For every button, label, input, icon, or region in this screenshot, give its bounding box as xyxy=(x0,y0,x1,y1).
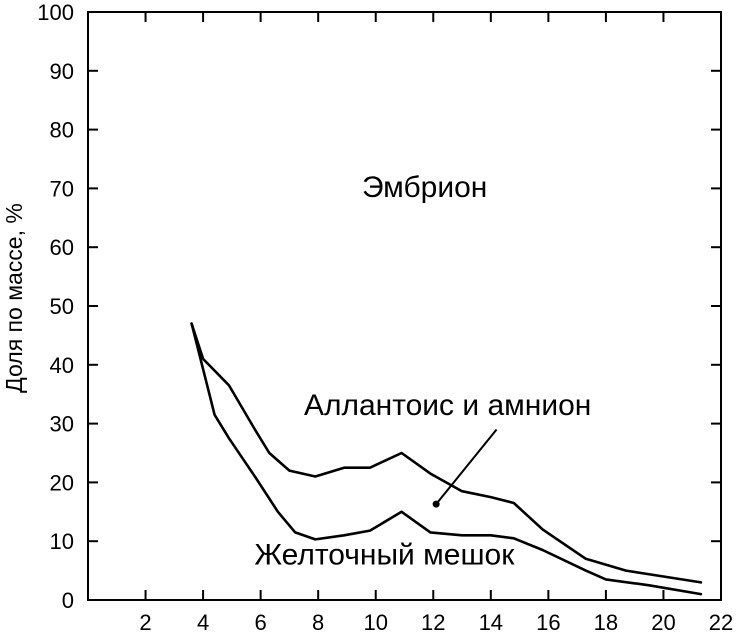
x-tick-label: 22 xyxy=(709,610,733,634)
region-label: Желточный мешок xyxy=(254,539,515,572)
plot-frame xyxy=(87,11,722,601)
x-tick-label: 4 xyxy=(197,610,209,634)
y-tick-label: 80 xyxy=(50,118,74,143)
y-axis-title: Доля по массе, % xyxy=(1,203,27,393)
region-label: Аллантоис и амнион xyxy=(304,389,591,422)
region-labels: Эмбрион Аллантоис и амнион Желточный мешок xyxy=(254,171,591,571)
y-tick-label: 10 xyxy=(50,529,74,554)
y-tick-label: 30 xyxy=(50,412,74,437)
y-tick-label: 50 xyxy=(50,294,74,319)
x-tick-label: 16 xyxy=(536,610,560,634)
annotation-dot xyxy=(432,500,440,508)
y-tick-label: 40 xyxy=(50,353,74,378)
y-tick-label: 100 xyxy=(37,0,74,25)
x-tick-label: 18 xyxy=(594,610,618,634)
x-tick-label: 20 xyxy=(651,610,675,634)
annotation-pointer xyxy=(435,428,498,505)
y-tick-label: 60 xyxy=(50,235,74,260)
x-axis: 2 4 6 8 10 12 14 16 18 20 22 xyxy=(139,12,733,634)
y-axis: 0 10 20 30 40 50 60 70 80 90 100 xyxy=(37,0,721,613)
plot-area xyxy=(87,11,722,601)
y-tick-label: 90 xyxy=(50,59,74,84)
x-tick-label: 2 xyxy=(139,610,151,634)
region-label: Эмбрион xyxy=(362,171,487,204)
x-tick-label: 10 xyxy=(363,610,387,634)
y-tick-label: 20 xyxy=(50,470,74,495)
x-tick-label: 8 xyxy=(312,610,324,634)
series-line-1 xyxy=(190,322,703,584)
x-tick-label: 14 xyxy=(479,610,503,634)
annotation xyxy=(432,428,498,508)
series-layer xyxy=(190,322,703,596)
y-tick-label: 0 xyxy=(62,588,74,613)
series-line-2 xyxy=(190,322,703,596)
x-tick-label: 6 xyxy=(255,610,267,634)
x-tick-label: 12 xyxy=(421,610,445,634)
y-tick-label: 70 xyxy=(50,176,74,201)
